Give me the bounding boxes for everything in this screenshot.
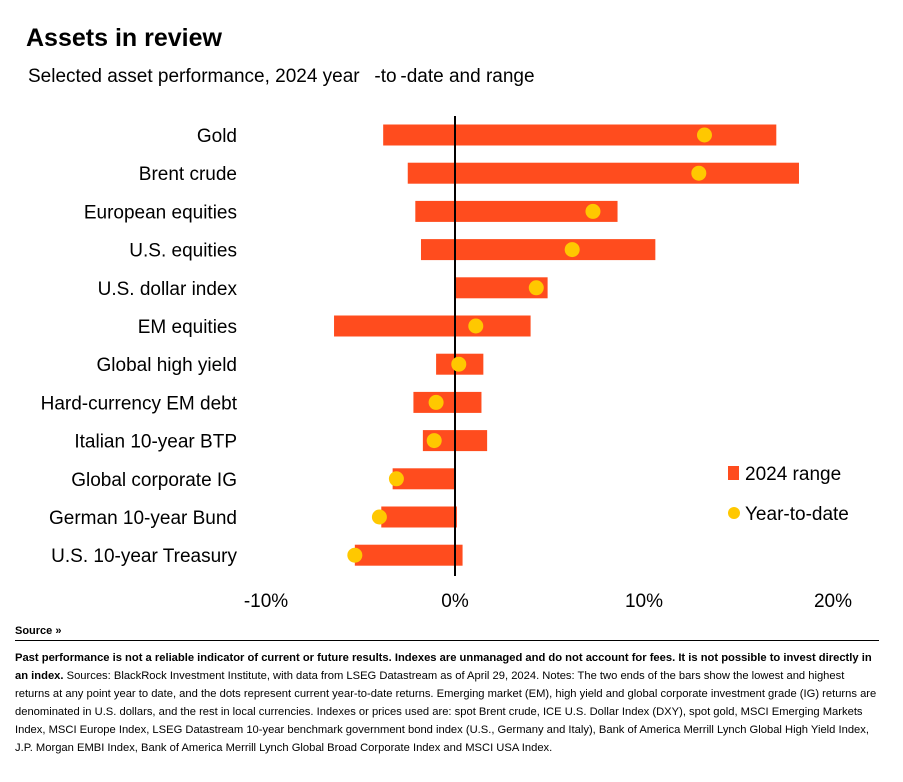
range-bar bbox=[383, 124, 777, 146]
ytd-dot bbox=[388, 471, 404, 487]
category-label: Italian 10-year BTP bbox=[74, 432, 237, 453]
divider bbox=[15, 640, 879, 641]
ytd-dot bbox=[528, 280, 544, 296]
ytd-dot bbox=[696, 127, 712, 143]
category-label: Global corporate IG bbox=[71, 470, 237, 491]
ytd-dot bbox=[691, 165, 707, 181]
category-label: Brent crude bbox=[139, 164, 237, 185]
category-label: U.S. dollar index bbox=[98, 279, 238, 300]
legend-ytd-label: Year-to-date bbox=[745, 504, 849, 525]
legend-range-label: 2024 range bbox=[745, 464, 841, 485]
range-bar bbox=[334, 315, 531, 337]
range-bar bbox=[420, 239, 656, 261]
ytd-dot bbox=[371, 509, 387, 525]
ytd-dot bbox=[426, 433, 442, 449]
ytd-dot bbox=[428, 394, 444, 410]
x-tick-label: 0% bbox=[441, 591, 469, 612]
ytd-dot bbox=[451, 356, 467, 372]
ytd-dot bbox=[585, 203, 601, 219]
ytd-dot bbox=[564, 242, 580, 258]
range-bar bbox=[354, 544, 463, 566]
source-toggle-button[interactable]: Source » bbox=[15, 625, 62, 637]
sources-text: Sources: BlackRock Investment Institute,… bbox=[15, 670, 877, 754]
chart-subtitle: Selected asset performance, 2024 year -t… bbox=[28, 66, 535, 87]
ytd-dot bbox=[347, 547, 363, 563]
category-label: European equities bbox=[84, 202, 237, 223]
range-bar bbox=[415, 200, 618, 222]
x-tick-label: 10% bbox=[625, 591, 663, 612]
range-bar bbox=[381, 506, 457, 528]
chart-title: Assets in review bbox=[26, 24, 222, 52]
category-label: Gold bbox=[197, 126, 237, 147]
x-tick-label: -10% bbox=[244, 591, 288, 612]
range-bar bbox=[413, 391, 482, 413]
range-chart: Gold Brent crude European equities U.S. equ… bbox=[41, 116, 852, 612]
disclaimer-text: Past performance is not a reliable indic… bbox=[15, 652, 872, 682]
ytd-dot bbox=[468, 318, 484, 334]
range-bar bbox=[455, 277, 548, 299]
category-label: EM equities bbox=[138, 317, 237, 338]
source-notes: Past performance is not a reliable indic… bbox=[15, 649, 881, 757]
category-label: U.S. equities bbox=[129, 241, 237, 262]
legend-range-swatch bbox=[728, 466, 739, 480]
category-label: German 10-year Bund bbox=[49, 508, 237, 529]
category-label: Global high yield bbox=[97, 355, 237, 376]
category-label: Hard-currency EM debt bbox=[41, 393, 238, 414]
x-tick-label: 20% bbox=[814, 591, 852, 612]
range-bar bbox=[407, 162, 799, 184]
range-bar bbox=[392, 468, 455, 490]
legend-ytd-swatch bbox=[728, 507, 740, 519]
category-label: U.S. 10-year Treasury bbox=[51, 546, 237, 567]
